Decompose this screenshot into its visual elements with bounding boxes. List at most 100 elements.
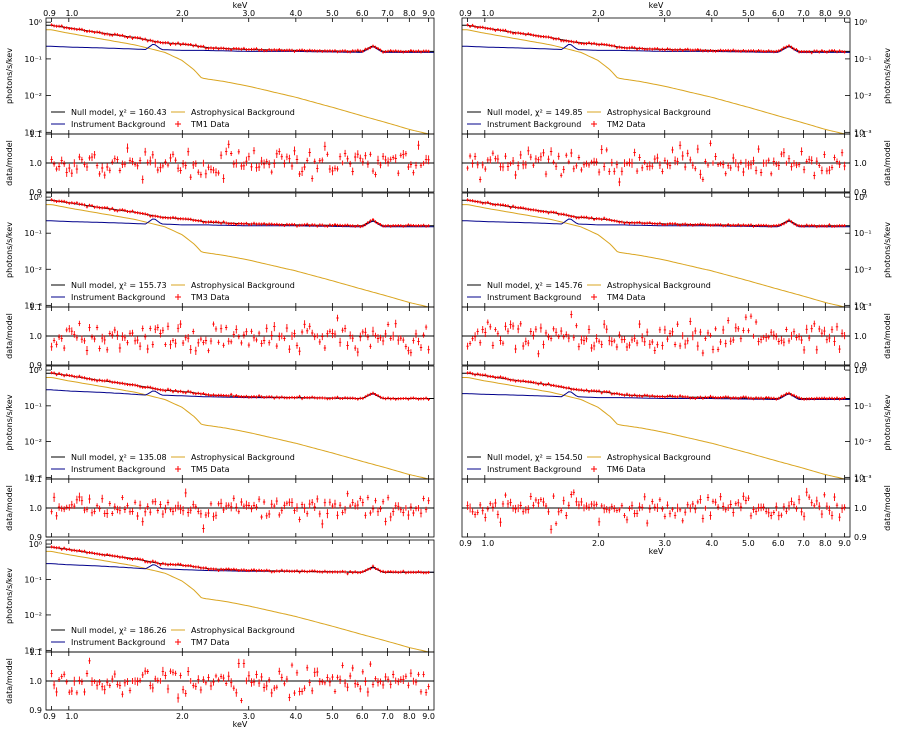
legend-data-marker <box>175 121 181 127</box>
legend-data-marker <box>591 466 597 472</box>
ratio-y-tick-label: 1.1 <box>29 303 42 312</box>
spec-y-tick-label: 10⁻² <box>24 265 42 274</box>
legend-null-label: Null model, χ² = 149.85 <box>487 108 583 117</box>
legend-null-label: Null model, χ² = 160.43 <box>71 108 167 117</box>
spectrum-data-points <box>50 198 430 229</box>
panel-tm7: 10⁰ 10⁻¹ 10⁻² 10⁻³ 0.9 1.0 1.1 photons/s/kev dat… <box>5 539 435 729</box>
bottom-x-axis-title: keV <box>233 720 248 729</box>
spectrum-y-axis-title: photons/s/kev <box>883 394 892 450</box>
spectrum-data-points <box>466 23 846 55</box>
spec-y-tick-label: 10⁻¹ <box>854 402 872 411</box>
legend-data-marker <box>175 294 181 300</box>
top-x-tick-label: 1.0 <box>481 9 494 18</box>
legend-null-label: Null model, χ² = 135.08 <box>71 453 167 462</box>
spec-y-tick-label: 10⁻² <box>24 92 42 101</box>
instrument-background-curve <box>462 218 850 228</box>
top-x-tick-label: 9.0 <box>838 9 851 18</box>
top-x-tick-label: 7.0 <box>381 9 394 18</box>
top-x-tick-label: 5.0 <box>326 9 339 18</box>
spectrum-data-points <box>50 23 430 54</box>
top-x-tick-label: 2.0 <box>592 9 605 18</box>
legend-null-label: Null model, χ² = 154.50 <box>487 453 583 462</box>
spectrum-data-points <box>50 545 430 576</box>
spectrum-y-axis-title: photons/s/kev <box>5 568 14 624</box>
ratio-y-axis-title: data/model <box>883 313 892 359</box>
ratio-data-points <box>50 140 430 184</box>
ratio-data-points <box>50 488 430 533</box>
ratio-y-tick-label: 1.1 <box>854 130 867 139</box>
spectrum-data-points <box>50 371 430 401</box>
ratio-data-points <box>466 310 846 358</box>
bottom-x-axis-title: keV <box>649 547 664 556</box>
legend-data-label: TM7 Data <box>190 638 230 647</box>
instrument-background-curve <box>462 391 850 400</box>
spec-y-tick-label: 10⁰ <box>854 193 867 202</box>
instrument-background-curve <box>46 43 434 53</box>
legend-data-marker <box>175 466 181 472</box>
spec-y-tick-label: 10⁻¹ <box>24 55 42 64</box>
ratio-y-tick-label: 0.9 <box>854 361 867 370</box>
ratio-y-axis-title: data/model <box>883 485 892 531</box>
top-x-axis-title: keV <box>649 1 664 10</box>
spectrum-y-axis-title: photons/s/kev <box>5 48 14 104</box>
bottom-x-tick-label: 0.9 <box>459 539 472 548</box>
top-x-tick-label: 4.0 <box>289 9 302 18</box>
top-x-tick-label: 4.0 <box>705 9 718 18</box>
top-x-tick-label: 6.0 <box>356 9 369 18</box>
legend: Null model, χ² = 135.08 Instrument Backgr… <box>51 453 295 474</box>
ratio-y-axis-title: data/model <box>5 140 14 186</box>
bottom-x-tick-label: 4.0 <box>289 712 302 721</box>
bottom-x-tick-label: 2.0 <box>592 539 605 548</box>
spectrum-data-points <box>466 371 846 401</box>
legend-null-label: Null model, χ² = 186.26 <box>71 626 167 635</box>
astro-background-curve <box>46 29 434 134</box>
ratio-y-tick-label: 0.9 <box>854 533 867 542</box>
spec-y-tick-label: 10⁻² <box>854 265 872 274</box>
legend-data-label: TM5 Data <box>190 465 230 474</box>
ratio-y-axis-title: data/model <box>5 313 14 359</box>
spec-y-tick-label: 10⁻² <box>854 92 872 101</box>
bottom-x-tick-label: 3.0 <box>242 712 255 721</box>
bottom-x-tick-label: 9.0 <box>838 539 851 548</box>
legend-instrument-label: Instrument Background <box>71 638 165 647</box>
ratio-y-axis-title: data/model <box>5 485 14 531</box>
bottom-x-tick-label: 8.0 <box>403 712 416 721</box>
ratio-plot <box>46 657 434 704</box>
top-x-tick-label: 8.0 <box>403 9 416 18</box>
ratio-y-tick-label: 1.1 <box>29 475 42 484</box>
top-x-tick-label: 7.0 <box>797 9 810 18</box>
bottom-x-tick-label: 2.0 <box>176 712 189 721</box>
ratio-y-tick-label: 0.9 <box>29 533 42 542</box>
spec-y-tick-label: 10⁰ <box>854 18 867 27</box>
ratio-y-tick-label: 1.0 <box>29 332 42 341</box>
astro-background-curve <box>46 377 434 479</box>
spectrum-frame <box>461 365 851 480</box>
legend-astro-label: Astrophysical Background <box>607 281 711 290</box>
bottom-x-tick-label: 1.0 <box>65 712 78 721</box>
spectrum-plot <box>46 545 434 652</box>
legend-instrument-label: Instrument Background <box>71 293 165 302</box>
top-x-tick-label: 3.0 <box>658 9 671 18</box>
top-x-tick-label: 0.9 <box>459 9 472 18</box>
legend-data-marker <box>591 121 597 127</box>
spectrum-plot <box>462 23 850 134</box>
panel-tm2: 10⁰ 10⁻¹ 10⁻² 10⁻³ 0.9 1.0 1.1 photons/s/kev dat… <box>459 1 892 197</box>
legend-instrument-label: Instrument Background <box>487 465 581 474</box>
spec-y-tick-label: 10⁰ <box>29 366 42 375</box>
ratio-y-tick-label: 1.1 <box>29 130 42 139</box>
ratio-y-tick-label: 1.0 <box>854 332 867 341</box>
ratio-y-tick-label: 0.9 <box>29 361 42 370</box>
legend-astro-label: Astrophysical Background <box>191 453 295 462</box>
spectrum-data-points <box>466 198 846 229</box>
spectrum-y-axis-title: photons/s/kev <box>883 222 892 278</box>
spec-y-tick-label: 10⁰ <box>29 540 42 549</box>
ratio-plot <box>46 140 434 184</box>
bottom-x-tick-label: 6.0 <box>772 539 785 548</box>
ratio-y-tick-label: 0.9 <box>854 188 867 197</box>
ratio-data-points <box>466 140 846 187</box>
spectrum-plot <box>462 198 850 307</box>
ratio-data-points <box>50 314 430 357</box>
spectrum-y-axis-title: photons/s/kev <box>5 394 14 450</box>
spectrum-plot <box>46 371 434 479</box>
